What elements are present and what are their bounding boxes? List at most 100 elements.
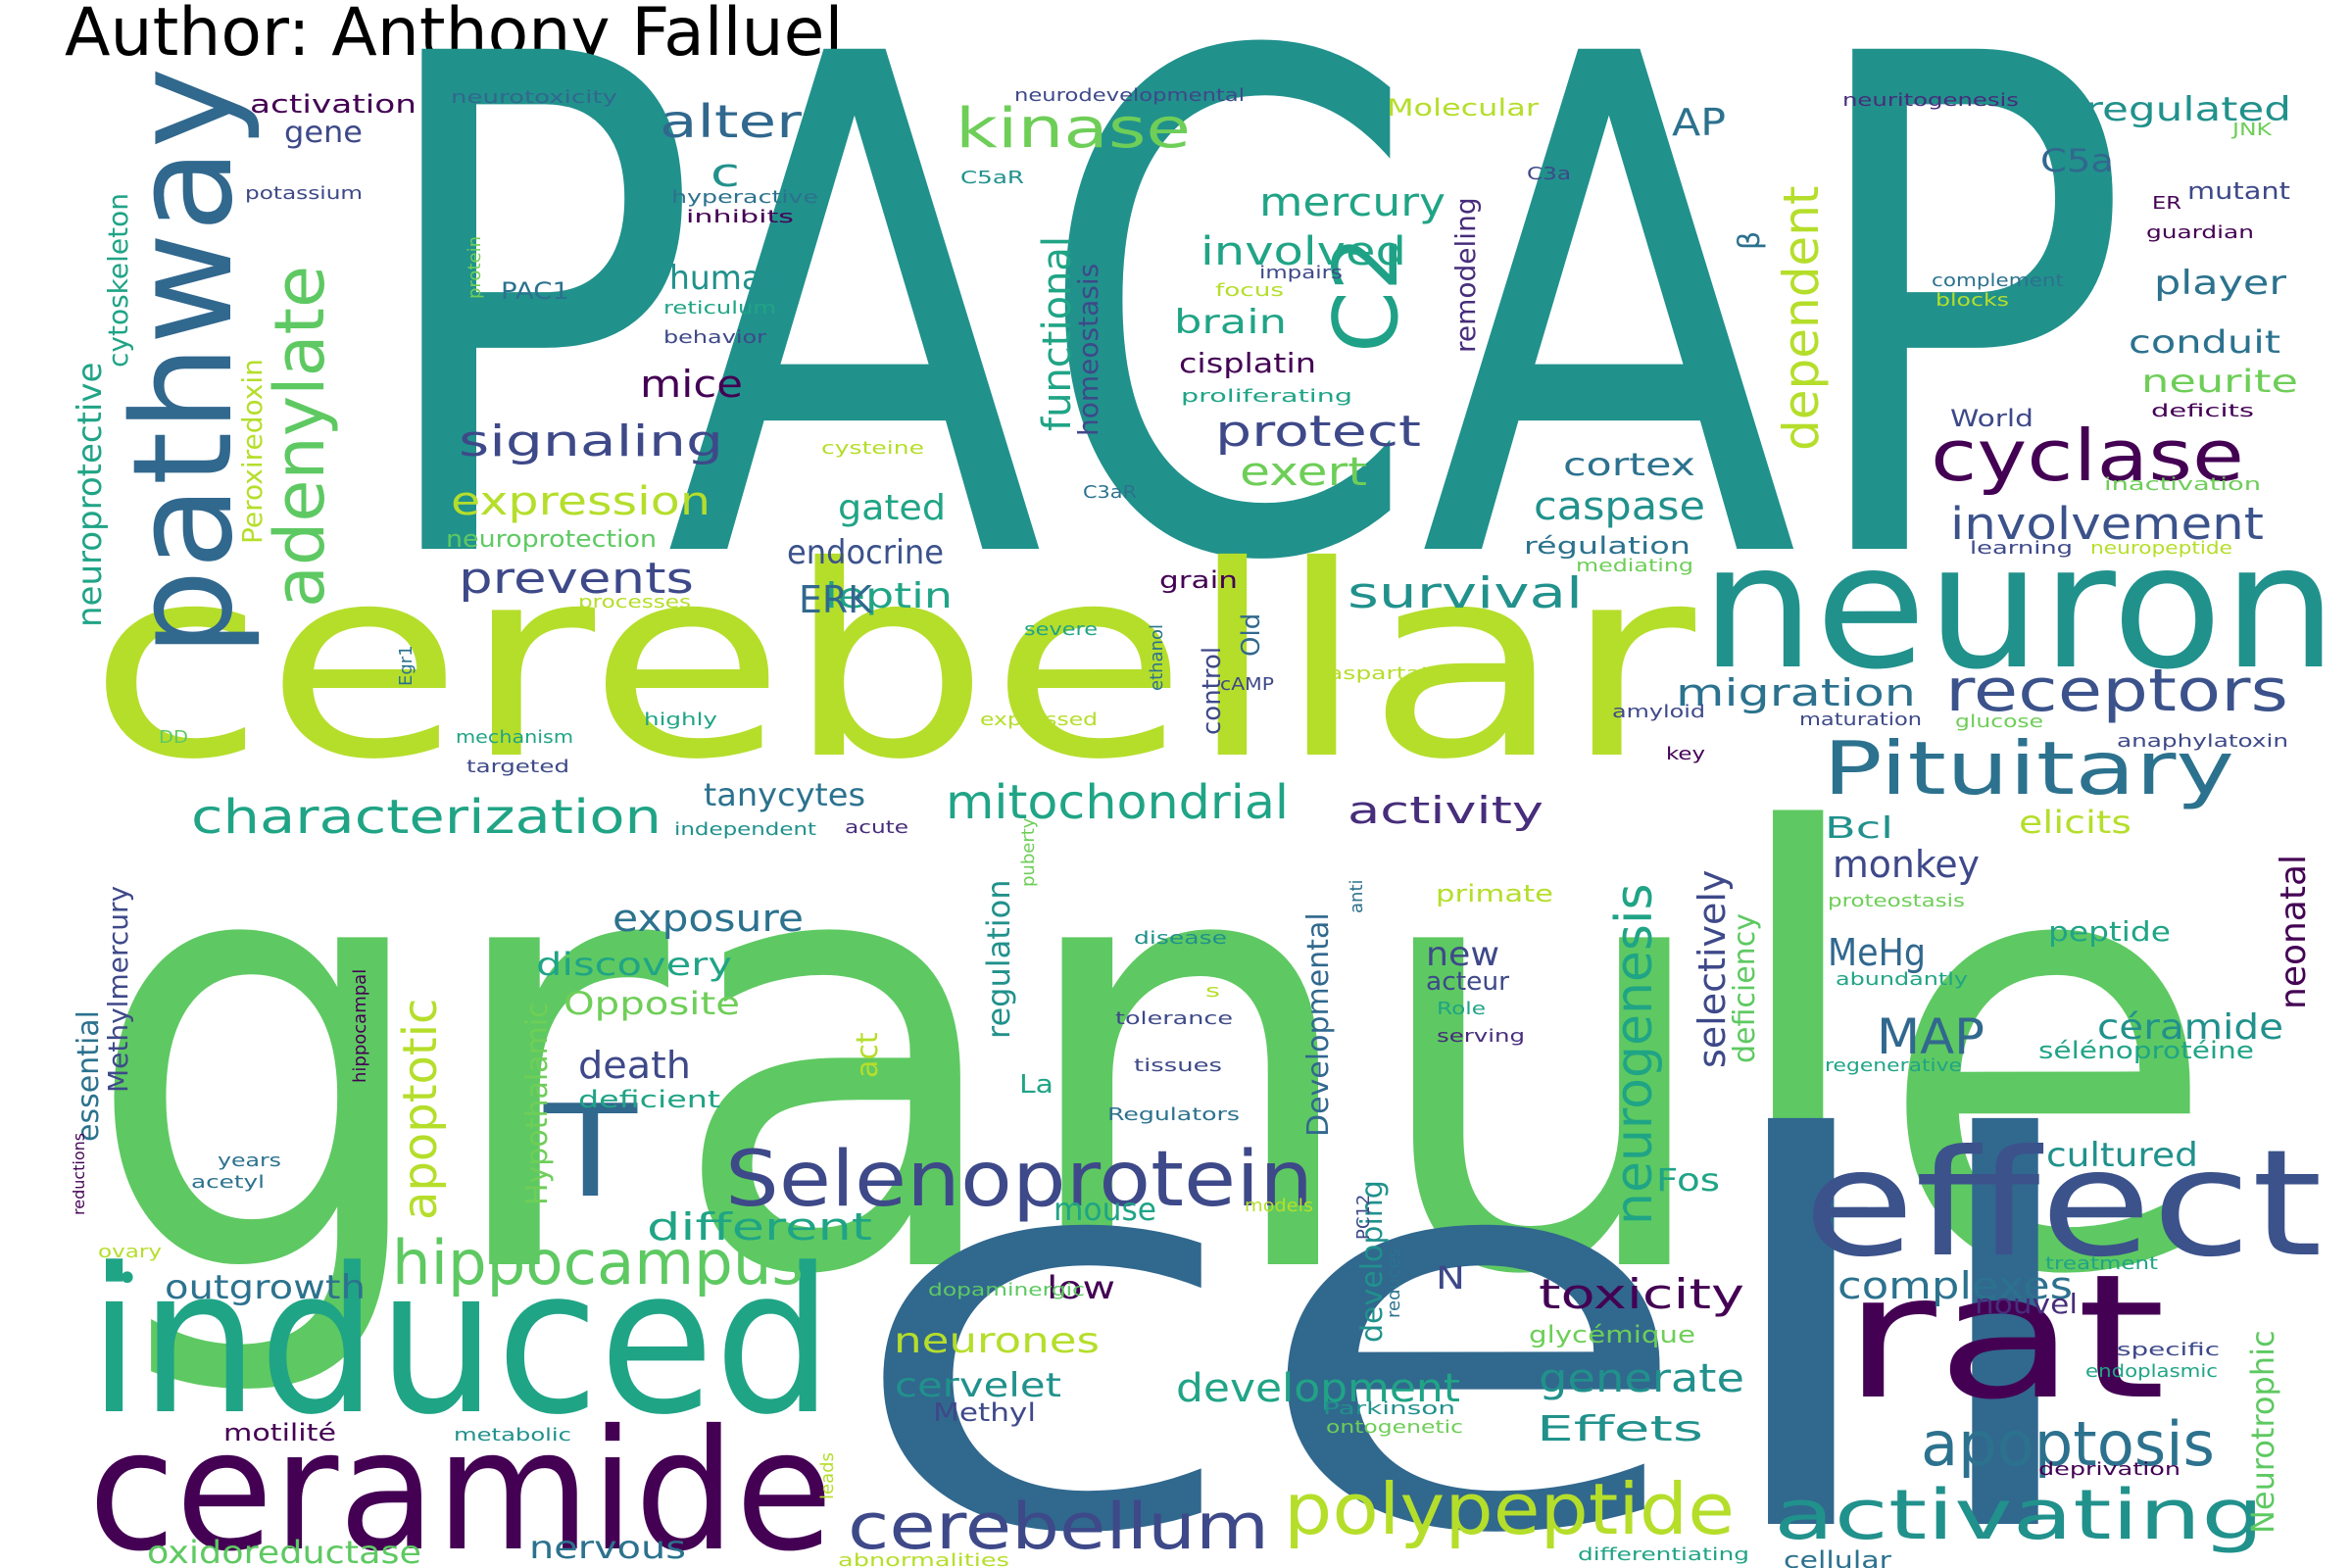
word-blocks: blocks — [1936, 290, 2009, 311]
word-generate: generate — [1539, 1356, 1744, 1401]
word-mechanism: mechanism — [456, 727, 573, 748]
word-focus: focus — [1215, 280, 1284, 301]
word-monkey: monkey — [1833, 843, 1980, 886]
word-acute: acute — [845, 817, 908, 838]
word-primate: primate — [1436, 880, 1553, 907]
word-human: human — [669, 259, 782, 298]
word-peptide: peptide — [2048, 915, 2171, 948]
word-cerebellar: cerebellar — [88, 509, 1699, 817]
word-grain: grain — [1159, 566, 1238, 594]
word-cultured: cultured — [2046, 1136, 2198, 1175]
word-new: new — [1426, 935, 1499, 974]
word-puberty: puberty — [1018, 817, 1039, 887]
word-metabolic: metabolic — [454, 1425, 571, 1446]
word-selenoprotein: Selenoprotein — [725, 1136, 1313, 1224]
word-amyloid: amyloid — [1612, 702, 1705, 722]
word-proliferating: proliferating — [1181, 386, 1352, 407]
word-neurones: neurones — [894, 1321, 1100, 1361]
word-involved: involved — [1200, 229, 1406, 274]
word-neurite: neurite — [2141, 363, 2298, 400]
word-nouvel: nouvel — [1975, 1288, 2078, 1320]
word-survival: survival — [1348, 568, 1583, 618]
word-developmental: Developmental — [1301, 912, 1336, 1137]
word-remodeling: remodeling — [1449, 197, 1482, 353]
word-regulation: régulation — [1524, 532, 1690, 560]
word-inhibits: inhibits — [686, 207, 794, 227]
word-cellular: cellular — [1784, 1546, 1891, 1568]
word-tolerance: tolerance — [1115, 1008, 1233, 1029]
word-alter: alter — [660, 95, 802, 148]
word-cisplatin: cisplatin — [1179, 347, 1316, 379]
word-caspase: caspase — [1534, 484, 1705, 529]
word-ap: AP — [1672, 101, 1726, 144]
word-act: act — [851, 1032, 885, 1078]
word-neuron: neuron — [1700, 509, 2337, 708]
word-low: low — [1047, 1269, 1115, 1306]
word-key: key — [1666, 744, 1705, 764]
word-exposure: exposure — [612, 897, 804, 940]
word-ceramide: céramide — [2097, 1007, 2283, 1048]
word-essential: essential — [72, 1010, 106, 1142]
word-camp: cAMP — [1220, 674, 1274, 695]
word-years: years — [218, 1151, 281, 1171]
word-fos: Fos — [1656, 1161, 1720, 1199]
word-methylmercury: Methylmercury — [102, 886, 134, 1093]
word-highly: highly — [644, 710, 717, 730]
word-complexes: complexes — [1838, 1264, 2073, 1307]
word-neurodevelopmental: neurodevelopmental — [1014, 85, 1245, 106]
word-anaphylatoxin: anaphylatoxin — [2117, 731, 2288, 752]
word-parkinson: Parkinson — [1323, 1398, 1455, 1419]
word-pc12: PC12 — [1353, 1195, 1374, 1240]
word-gated: gated — [838, 488, 946, 528]
word-player: player — [2154, 264, 2286, 303]
word-maturation: maturation — [1799, 710, 1922, 730]
word-mercury: mercury — [1259, 180, 1446, 225]
word-control: control — [1198, 647, 1227, 735]
word-erk: ERK — [799, 578, 873, 621]
word-pathway: pathway — [104, 68, 264, 657]
word-toxicity: toxicity — [1539, 1270, 1744, 1318]
word-impairs: impairs — [1259, 263, 1343, 283]
word-glycemique: glycémique — [1529, 1321, 1695, 1348]
word-outgrowth: outgrowth — [165, 1268, 366, 1307]
word-exert: exert — [1240, 450, 1367, 495]
word-selectively: selectively — [1690, 870, 1734, 1068]
word-apoptosis: apoptosis — [1921, 1408, 2215, 1480]
word-pacap: PACAP — [368, 0, 2132, 711]
word-cyclase: cyclase — [1931, 415, 2244, 497]
word-symbol: • — [116, 1256, 139, 1301]
word-s: s — [1205, 981, 1220, 1002]
word-neuritogenesis: neuritogenesis — [1842, 90, 2019, 111]
word-behavior: behavior — [663, 327, 767, 348]
word-map: MAP — [1877, 1008, 1984, 1065]
word-pituitary: Pituitary — [1823, 725, 2234, 811]
word-nervous: nervous — [529, 1529, 686, 1566]
word-treatment: treatment — [2045, 1253, 2158, 1274]
word-mehg: MeHg — [1828, 931, 1926, 974]
word-abundantly: abundantly — [1836, 969, 1968, 990]
word-specific: specific — [2117, 1340, 2220, 1360]
word-hyperactive: hyperactive — [671, 187, 818, 208]
word-adenylate: adenylate — [260, 266, 340, 608]
word-elicits: elicits — [2019, 804, 2132, 841]
word-deficits: deficits — [2151, 401, 2254, 421]
word-receptors: receptors — [1945, 657, 2288, 725]
word-cervelet: cervelet — [895, 1366, 1061, 1405]
word-selenoproteine: sélénoprotéine — [2038, 1037, 2254, 1064]
word-deficient: deficient — [578, 1086, 720, 1113]
word-hypothalamic: Hypothalamic — [520, 1002, 555, 1205]
word-cytoskeleton: cytoskeleton — [102, 193, 134, 368]
word-tissues: tissues — [1134, 1055, 1222, 1076]
word-mediating: mediating — [1576, 556, 1693, 576]
word-la: La — [1019, 1070, 1054, 1100]
word-complement: complement — [1932, 270, 2064, 291]
word-disease: disease — [1134, 928, 1227, 949]
word-bcl: Bcl — [1825, 811, 1893, 846]
word-hippocampus: hippocampus — [392, 1227, 804, 1298]
word-characterization: characterization — [191, 790, 662, 845]
word-neonatal: neonatal — [2274, 855, 2314, 1009]
word-peroxiredoxin: Peroxiredoxin — [236, 359, 269, 544]
word-mice: mice — [640, 363, 743, 406]
word-severe: severe — [1024, 619, 1098, 640]
word-serving: serving — [1437, 1026, 1525, 1047]
